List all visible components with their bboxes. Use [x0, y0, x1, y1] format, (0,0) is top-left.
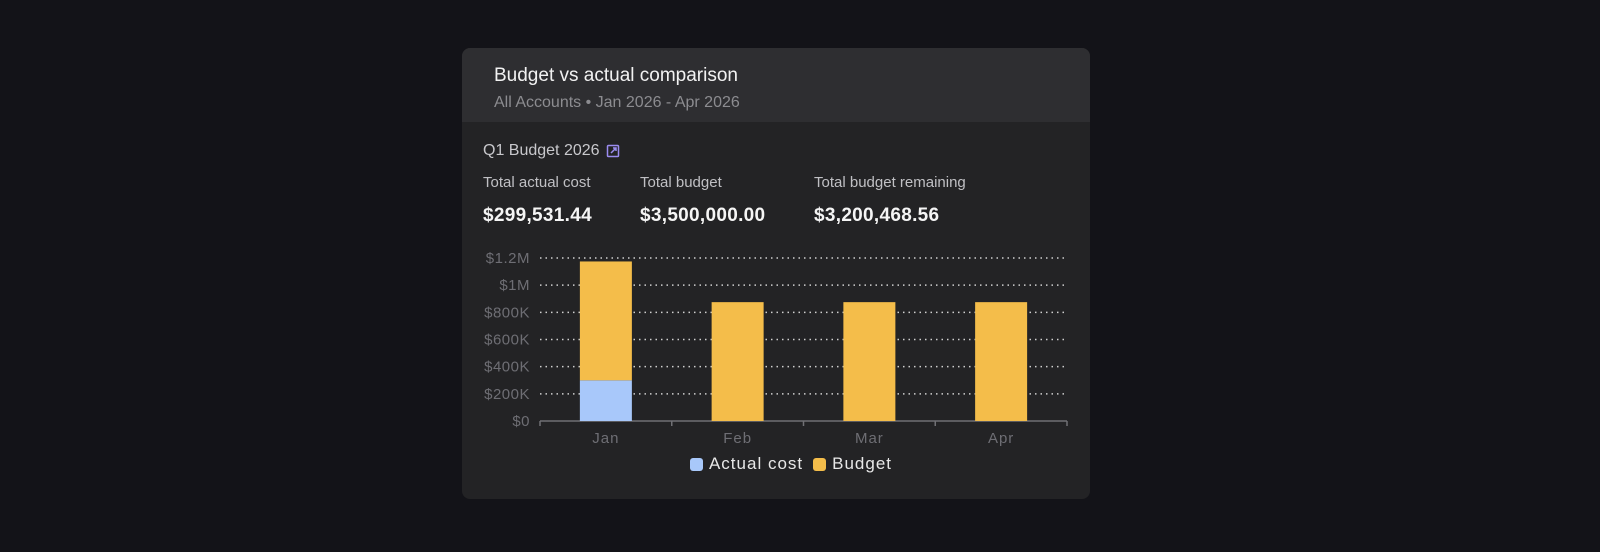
stat-label: Total budget [640, 174, 722, 191]
stat-budget-remaining: Total budget remaining $3,200,468.56 [814, 174, 966, 227]
bar-budget [975, 302, 1028, 421]
card-header: Budget vs actual comparison All Accounts… [462, 48, 1090, 122]
legend-item[interactable]: Actual cost [689, 454, 804, 474]
budget-comparison-card: Budget vs actual comparison All Accounts… [462, 48, 1090, 499]
stat-value: $3,200,468.56 [814, 205, 940, 226]
x-tick-label: Feb [723, 430, 752, 447]
stat-label: Total actual cost [483, 174, 591, 191]
stat-value: $3,500,000.00 [640, 205, 766, 226]
stat-total-budget: Total budget $3,500,000.00 [640, 174, 814, 227]
stats-row: Total actual cost $299,531.44 Total budg… [483, 174, 966, 227]
stat-value: $299,531.44 [483, 205, 592, 226]
stat-total-actual: Total actual cost $299,531.44 [483, 174, 640, 227]
card-subtitle: All Accounts • Jan 2026 - Apr 2026 [494, 94, 740, 111]
y-tick-label: $1.2M [486, 250, 530, 267]
external-link-icon[interactable] [606, 144, 620, 158]
bar-budget [579, 261, 632, 381]
bar-budget [843, 302, 896, 421]
x-tick-label: Apr [988, 430, 1014, 447]
chart-legend: Actual cost Budget [462, 454, 1090, 474]
y-tick-label: $200K [484, 386, 530, 403]
y-tick-label: $600K [484, 332, 530, 349]
legend-label: Actual cost [708, 454, 804, 473]
bar-budget [711, 302, 764, 421]
budget-link[interactable]: Q1 Budget 2026 [483, 142, 620, 160]
card-title: Budget vs actual comparison [494, 65, 738, 86]
x-tick-label: Jan [592, 430, 619, 447]
y-tick-label: $400K [484, 359, 530, 376]
stat-label: Total budget remaining [814, 174, 966, 191]
y-tick-label: $800K [484, 304, 530, 321]
legend-item[interactable]: Budget [813, 454, 892, 474]
legend-label: Budget [832, 454, 893, 473]
x-tick-label: Mar [855, 430, 884, 447]
y-tick-label: $1M [499, 277, 530, 294]
bar-actual-cost [579, 380, 632, 421]
y-tick-label: $0 [512, 413, 530, 430]
legend-swatch [689, 457, 703, 471]
budget-bar-chart: $0 $200K $400K $600K $800K $1M $1.2M Jan Feb Mar A… [484, 250, 1068, 447]
budget-name: Q1 Budget 2026 [483, 142, 600, 159]
legend-swatch [813, 457, 827, 471]
